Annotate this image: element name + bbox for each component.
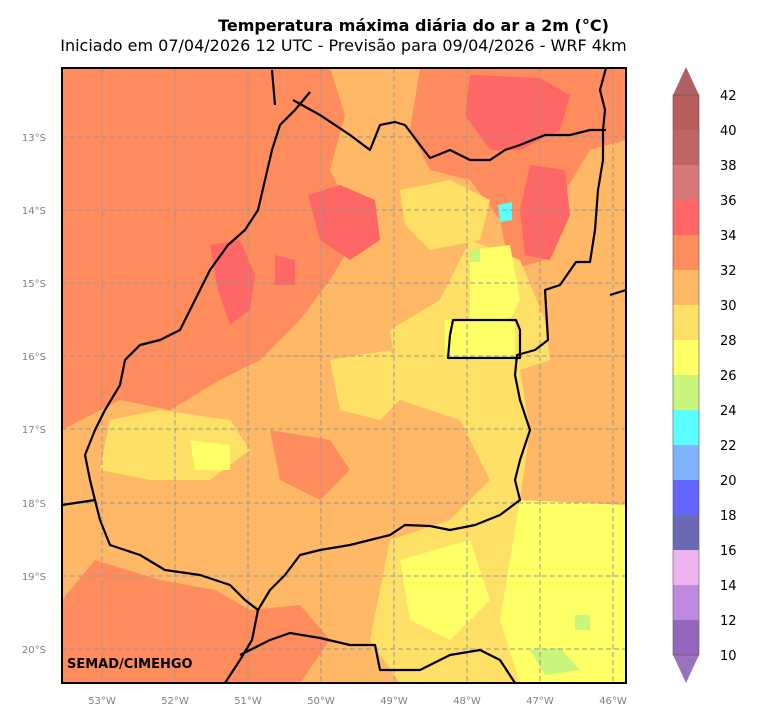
colorbar-segment	[673, 375, 699, 410]
map-title: Temperatura máxima diária do ar a 2m (°C…	[218, 16, 609, 35]
state-borders	[62, 68, 626, 683]
region-lightyellow-1	[470, 245, 520, 340]
colorbar-segment	[673, 620, 699, 655]
colorbar-tick-label: 18	[720, 509, 737, 524]
colorbar-tick-label: 24	[720, 404, 737, 419]
lat-tick-18: 18°S	[22, 499, 46, 510]
colorbar-segment	[673, 200, 699, 235]
region-green-1	[530, 648, 580, 675]
region-green-3	[470, 248, 480, 262]
colorbar-frame	[672, 94, 700, 656]
colorbar-segment	[673, 410, 699, 445]
region-hot-1	[465, 75, 570, 150]
colorbar-tick-label: 20	[720, 474, 737, 489]
colorbar-segment	[673, 550, 699, 585]
colorbar-segment	[673, 235, 699, 270]
lat-tick-16: 16°S	[22, 352, 46, 363]
border-south-river	[239, 631, 516, 683]
colorbar-tick-label: 12	[720, 614, 737, 629]
border-goias-north	[292, 99, 606, 162]
region-red-southwest	[110, 585, 190, 660]
colorbar-segment	[673, 130, 699, 165]
lat-tick-13: 13°S	[22, 133, 46, 144]
region-red-north	[410, 68, 626, 270]
colorbar-tick-label: 40	[720, 124, 737, 139]
lat-tick-15: 15°S	[22, 279, 46, 290]
border-north-left	[270, 69, 277, 106]
lon-tick-46: 46°W	[599, 696, 627, 707]
colorbar-tick-label: 34	[720, 229, 737, 244]
region-lightyellow-2	[445, 320, 515, 360]
colorbar-tick-label: 26	[720, 369, 737, 384]
lon-tick-53: 53°W	[88, 696, 116, 707]
colorbar-tick-label: 42	[720, 89, 737, 104]
lat-tick-14: 14°S	[22, 206, 46, 217]
colorbar: 10 12 14 16 18 20 22 24 26 28 30 32 34 36 38 40 42	[672, 67, 737, 683]
colorbar-segment	[673, 585, 699, 620]
colorbar-tick-label: 32	[720, 264, 737, 279]
map-subtitle: Iniciado em 07/04/2026 12 UTC - Previsão…	[60, 36, 627, 55]
region-hot-2	[520, 165, 570, 260]
colorbar-tick-label: 30	[720, 299, 737, 314]
border-goias-east	[257, 68, 608, 611]
credit-label: SEMAD/CIMEHGO	[67, 657, 193, 672]
lon-tick-49: 49°W	[380, 696, 408, 707]
region-cyan-1	[498, 202, 512, 222]
colorbar-tick-label: 36	[720, 194, 737, 209]
border-goias-south	[93, 499, 260, 683]
lon-tick-48: 48°W	[453, 696, 481, 707]
colorbar-segment	[673, 305, 699, 340]
region-hot-5	[275, 255, 295, 285]
colorbar-segment	[673, 340, 699, 375]
lon-tick-52: 52°W	[161, 696, 189, 707]
region-red-center	[270, 430, 350, 500]
border-goias-west	[62, 91, 311, 507]
border-east-right	[609, 288, 626, 297]
lat-axis: 13°S 14°S 15°S 16°S 17°S 18°S 19°S 20°S	[22, 133, 46, 656]
lat-tick-20: 20°S	[22, 645, 46, 656]
region-hot-3	[308, 185, 380, 260]
temperature-field	[62, 68, 626, 683]
region-yellow-mid	[330, 350, 410, 420]
colorbar-segment	[673, 95, 699, 130]
map-frame	[61, 67, 627, 684]
colorbar-tick-label: 38	[720, 159, 737, 174]
region-green-2	[575, 615, 590, 630]
region-lightyellow-3	[500, 500, 626, 683]
region-red-south	[62, 560, 330, 683]
lon-tick-47: 47°W	[526, 696, 554, 707]
colorbar-segment	[673, 480, 699, 515]
lon-tick-50: 50°W	[307, 696, 335, 707]
colorbar-segment	[673, 445, 699, 480]
colorbar-tick-label: 10	[720, 649, 737, 664]
border-df	[446, 318, 522, 360]
lat-tick-19: 19°S	[22, 572, 46, 583]
colorbar-under-arrow	[673, 655, 699, 683]
colorbar-tick-label: 16	[720, 544, 737, 559]
colorbar-tick-label: 28	[720, 334, 737, 349]
colorbar-segment	[673, 515, 699, 550]
lon-axis: 53°W 52°W 51°W 50°W 49°W 48°W 47°W 46°W	[88, 696, 627, 707]
lat-tick-17: 17°S	[22, 425, 46, 436]
colorbar-tick-label: 14	[720, 579, 737, 594]
colorbar-segment	[673, 165, 699, 200]
colorbar-tick-label: 22	[720, 439, 737, 454]
region-lightyellow-5	[190, 440, 230, 470]
lon-tick-51: 51°W	[234, 696, 262, 707]
colorbar-over-arrow	[673, 67, 699, 95]
colorbar-segment	[673, 270, 699, 305]
gridlines	[62, 68, 626, 683]
